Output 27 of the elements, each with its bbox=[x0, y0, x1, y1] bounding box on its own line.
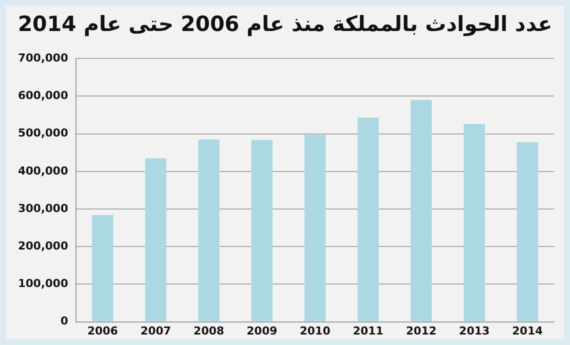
y-tick-label: 300,000 bbox=[18, 202, 68, 215]
bar bbox=[198, 139, 220, 322]
x-tick-label: 2012 bbox=[406, 324, 437, 338]
bar bbox=[464, 124, 485, 322]
y-tick-label: 100,000 bbox=[18, 277, 68, 290]
y-tick-label: 700,000 bbox=[18, 51, 68, 64]
x-tick-label: 2009 bbox=[246, 324, 278, 338]
x-tick-label: 2011 bbox=[352, 324, 384, 338]
y-tick-label: 0 bbox=[60, 314, 68, 328]
bar bbox=[410, 100, 432, 322]
x-tick-label: 2006 bbox=[87, 324, 118, 338]
bar bbox=[145, 158, 166, 322]
bar bbox=[304, 134, 326, 322]
y-tick-label: 400,000 bbox=[18, 164, 68, 178]
bar bbox=[358, 118, 379, 322]
x-tick-label: 2014 bbox=[512, 324, 544, 338]
x-tick-label: 2008 bbox=[194, 324, 224, 338]
x-tick-label: 2010 bbox=[300, 324, 331, 338]
x-tick-label: 2007 bbox=[140, 324, 172, 338]
bar bbox=[92, 215, 114, 322]
bar bbox=[251, 140, 273, 322]
y-tick-label: 200,000 bbox=[18, 239, 68, 252]
y-tick-label: 600,000 bbox=[18, 89, 68, 102]
y-tick-label: 500,000 bbox=[18, 126, 68, 140]
chart-title: عدد الحوادث بالمملكة منذ عام 2006 حتى عام 2014 bbox=[16, 12, 554, 36]
x-tick-label: 2013 bbox=[459, 324, 490, 338]
bar bbox=[516, 142, 538, 322]
